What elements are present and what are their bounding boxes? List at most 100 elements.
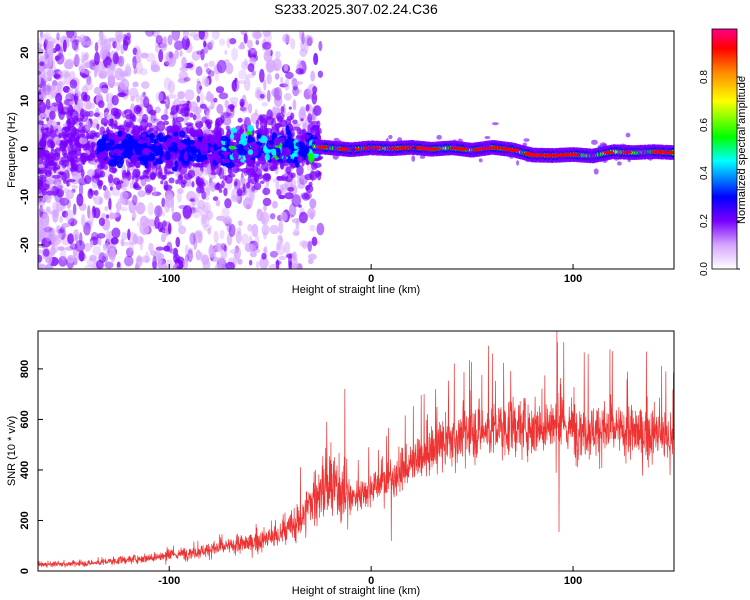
spectrogram-cell — [38, 209, 43, 219]
spectrogram-cell — [41, 237, 52, 248]
spectrogram-cell — [38, 254, 43, 263]
spectrogram-cell — [140, 118, 149, 130]
spectrogram-cell — [295, 141, 305, 148]
spectrogram-cell — [318, 40, 323, 52]
spectrogram-cell — [183, 151, 189, 162]
spectrogram-cell — [206, 121, 212, 130]
spectrogram-cell — [299, 147, 304, 152]
snr-y-tick-label: 400 — [19, 461, 31, 479]
spectrogram-cell — [141, 255, 151, 263]
spectrogram-cell — [411, 155, 416, 162]
spectrogram-cell — [112, 148, 122, 154]
spectrogram-cell — [80, 152, 89, 160]
spectrogram-cell — [42, 84, 52, 96]
spectrogram-cell — [92, 245, 101, 256]
spectrogram-cell — [135, 255, 143, 268]
spectrogram-cell — [82, 73, 88, 79]
spectrogram-cell — [69, 100, 75, 106]
spectrogram-cell — [254, 108, 258, 116]
spectrogram-cell — [124, 63, 131, 78]
spectrogram-cell — [224, 50, 228, 55]
spectrogram-cell — [214, 264, 223, 269]
spectrogram-cell — [157, 221, 164, 233]
spectrogram-cell — [83, 62, 91, 68]
spectrogram-cell — [295, 68, 304, 75]
spectrogram-cell — [243, 77, 251, 91]
spectrogram-cell — [65, 189, 75, 200]
spectrogram-cell — [155, 246, 164, 251]
colorbar-label: Normalized spectral amplitude — [736, 76, 748, 224]
spectrogram-cell — [38, 42, 43, 49]
spectrogram-cell — [298, 211, 308, 224]
spectrogram-cell — [55, 92, 63, 104]
spectrogram-cell — [593, 168, 599, 175]
spectrogram-cell — [184, 244, 189, 255]
spectrogram-cell — [46, 69, 55, 77]
spectrogram-cell — [263, 204, 267, 212]
spectrogram-cell — [120, 152, 126, 160]
spectrogram-cell — [385, 137, 389, 145]
spectrogram-cell — [132, 194, 138, 206]
spectrogram-cell — [38, 196, 42, 204]
spectrogram-cell — [242, 197, 253, 210]
spectrogram-cell — [224, 198, 232, 209]
spectrogram-cell — [162, 220, 167, 227]
spectrogram-cell — [361, 141, 366, 146]
spectrogram-cell — [144, 184, 153, 194]
spectrogram-cell — [192, 114, 197, 121]
spectrogram-cell — [210, 171, 218, 176]
spectrogram-cell — [189, 198, 195, 202]
spectrogram-cell — [327, 145, 332, 149]
spectrogram-cell — [67, 150, 77, 156]
spectrogram-cell — [38, 120, 45, 125]
spectrogram-cell — [50, 146, 54, 151]
spectrogram-cell — [251, 223, 259, 237]
spectrogram-cell — [183, 31, 189, 40]
spectrogram-cell — [174, 160, 179, 169]
spectrogram-cell — [282, 147, 292, 158]
spectrogram-cell — [293, 81, 304, 86]
spectrogram-cell — [218, 256, 226, 265]
spectrogram-cell — [93, 175, 99, 179]
spectrogram-cell — [256, 208, 261, 215]
spectrogram-cell — [121, 232, 128, 241]
spectrogram-cell — [248, 243, 257, 253]
spectrogram-cell — [105, 214, 110, 219]
spectrogram-cell — [125, 121, 130, 133]
spectrogram-cell — [42, 58, 53, 70]
spectrogram-cell — [220, 135, 228, 142]
spectrogram-cell — [269, 224, 280, 235]
spectrogram-cell — [283, 64, 289, 72]
spectrogram-cell — [174, 258, 182, 264]
spectrogram-cell — [206, 68, 212, 75]
spectrogram-cell — [45, 36, 56, 46]
spectrogram-cell — [132, 168, 141, 178]
spectrogram-cell — [205, 187, 211, 197]
spectrogram-cell — [202, 205, 209, 214]
spectrogram-cell — [201, 254, 210, 265]
snr-frame — [37, 330, 675, 572]
spectrogram-cell — [288, 203, 297, 218]
spectrogram-cell — [313, 105, 322, 116]
spectrogram-cell — [103, 164, 109, 171]
spectrogram-cell — [264, 153, 270, 161]
spectrogram-cell — [83, 98, 92, 110]
spectrogram-cell — [78, 183, 84, 197]
spectrogram-cell — [176, 160, 183, 171]
spectrogram-cell — [50, 84, 57, 98]
spectrogram-cell — [202, 126, 208, 134]
spectrogram-cell — [189, 32, 199, 37]
spectrogram-cell — [300, 39, 306, 52]
spectrogram-cell — [305, 104, 310, 112]
spectrogram-cell — [93, 112, 100, 118]
figure-title: S233.2025.307.02.24.C36 — [274, 1, 438, 17]
spectrogram-cell — [66, 178, 76, 183]
spectrogram-cell — [105, 126, 110, 135]
spectrogram-cell — [526, 153, 537, 157]
spectrogram-cell — [163, 51, 174, 66]
spectrogram-cell — [102, 242, 111, 250]
spectrogram-cell — [664, 146, 668, 153]
spectrogram-cell — [279, 211, 288, 222]
spectrogram-cell — [234, 181, 238, 187]
spectrogram-cell — [184, 139, 191, 145]
